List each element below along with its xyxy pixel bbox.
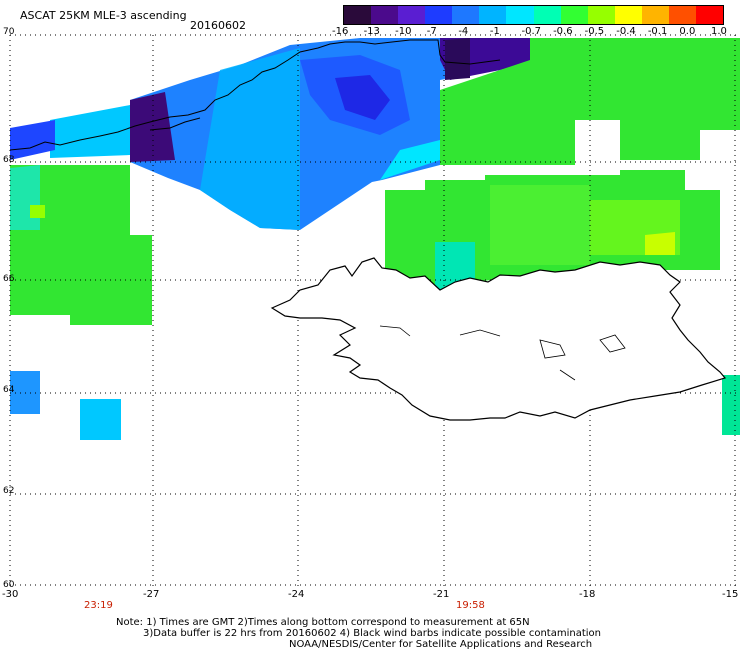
footer-note-3: NOAA/NESDIS/Center for Satellite Applica… (289, 639, 593, 650)
wind-swath (10, 38, 740, 440)
lat-label-68: 68 (3, 155, 15, 165)
colorbar-segment (668, 6, 697, 24)
colorbar-label: -0.1 (647, 26, 668, 37)
colorbar-segment (696, 6, 724, 24)
lat-label-66: 66 (3, 274, 15, 284)
colorbar-segment (452, 6, 480, 24)
lon-label--21: -21 (433, 589, 450, 600)
lat-label-64: 64 (3, 385, 15, 395)
colorbar-segment (371, 6, 399, 24)
colorbar-segment (614, 6, 642, 24)
colorbar-segment (533, 6, 561, 24)
colorbar-label: -16 (332, 26, 349, 37)
colorbar-segment (398, 6, 426, 24)
colorbar-label: -4 (458, 26, 469, 37)
lat-label-62: 62 (3, 486, 15, 496)
colorbar-label: -0.4 (616, 26, 636, 37)
colorbar-segment (587, 6, 615, 24)
footer-note-2: 3)Data buffer is 22 hrs from 20160602 4)… (143, 628, 601, 639)
lon-label--18: -18 (579, 589, 596, 600)
time-label-2: 19:58 (456, 600, 485, 611)
colorbar-label: -7 (426, 26, 437, 37)
greenland-coastline (9, 39, 501, 151)
colorbar-segment (344, 6, 372, 24)
colorbar-label: 1.0 (711, 26, 727, 37)
colorbar-label: -13 (363, 26, 380, 37)
date-label: 20160602 (190, 19, 246, 32)
lon-label--15: -15 (722, 589, 739, 600)
lon-label--30: -30 (2, 589, 19, 600)
colorbar-label: 0.0 (679, 26, 696, 37)
footer-note-1: Note: 1) Times are GMT 2)Times along bot… (116, 617, 530, 628)
colorbar-segment (425, 6, 453, 24)
colorbar-label: -1 (489, 26, 500, 37)
colorbar-segment (479, 6, 507, 24)
colorbar-segment (641, 6, 669, 24)
colorbar-segment (560, 6, 588, 24)
lat-label-70: 70 (3, 27, 15, 37)
time-label-1: 23:19 (84, 600, 113, 611)
iceland-outline (270, 257, 727, 421)
colorbar-segment (506, 6, 534, 24)
colorbar-labels: -16 -13 -10 -7 -4 -1 -0.7 -0.6 -0.5 -0.4 -0.1 0.0 1.… (330, 26, 735, 38)
colorbar-label: -0.7 (521, 26, 542, 37)
lon-label--24: -24 (288, 589, 305, 600)
lon-label--27: -27 (143, 589, 160, 600)
colorbar-label: -10 (395, 26, 412, 37)
colorbar-label: -0.6 (553, 26, 573, 37)
product-title: ASCAT 25KM MLE-3 ascending (20, 9, 187, 22)
colorbar-label: -0.5 (584, 26, 605, 37)
lat-label-60: 60 (3, 580, 15, 590)
colorbar (343, 5, 724, 25)
